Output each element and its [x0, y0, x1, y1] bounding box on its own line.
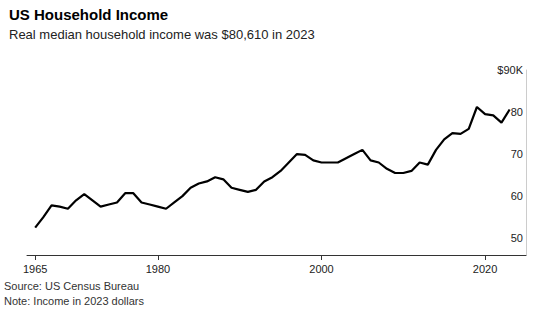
svg-text:50: 50 — [511, 232, 523, 244]
svg-text:US Household Income: US Household Income — [9, 6, 168, 23]
svg-text:2000: 2000 — [309, 263, 333, 275]
svg-text:1965: 1965 — [23, 263, 47, 275]
svg-text:2020: 2020 — [473, 263, 497, 275]
svg-text:80: 80 — [511, 106, 523, 118]
svg-text:70: 70 — [511, 148, 523, 160]
svg-text:Real median household income w: Real median household income was $80,610… — [9, 27, 315, 42]
svg-text:$90K: $90K — [497, 64, 523, 76]
svg-text:60: 60 — [511, 190, 523, 202]
svg-text:Source: US Census Bureau: Source: US Census Bureau — [4, 280, 139, 292]
svg-text:Note: Income in 2023 dollars: Note: Income in 2023 dollars — [4, 295, 145, 307]
svg-text:1980: 1980 — [146, 263, 170, 275]
